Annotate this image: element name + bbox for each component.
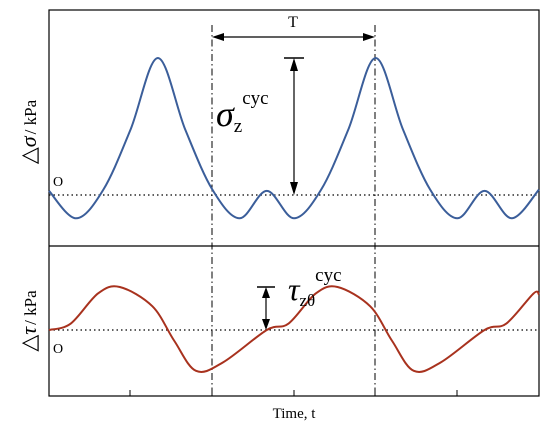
x-axis-label: Time, t [273,406,317,422]
period-label: T [288,14,298,31]
bottom-origin-label: O [53,342,63,357]
top-y-axis-unit: / kPa [21,99,40,134]
sigma-amplitude-head-down [290,182,298,195]
bottom-y-axis-unit: / kPa [21,290,40,325]
tau-amplitude-head-down [262,319,270,330]
tau-amplitude-label: τzθcyc [288,265,342,310]
tau-amplitude-subscript: zθ [299,291,315,310]
sigma-amplitude-subscript: z [234,116,242,137]
bottom-y-axis-symbol: △τ [16,326,41,352]
top-origin-label: O [53,175,63,190]
period-arrow-head-right [363,33,375,41]
tau-amplitude-symbol: τ [288,271,301,307]
sigma-amplitude-head-up [290,58,298,71]
sigma-curve [48,56,540,220]
sigma-amplitude-label: σzcyc [216,88,269,137]
top-y-axis-label: △σ/ kPa [16,99,41,164]
sigma-amplitude-superscript: cyc [242,88,268,109]
top-y-axis-symbol: △σ [16,135,41,164]
tau-amplitude-superscript: cyc [315,265,341,286]
period-arrow-head-left [212,33,224,41]
tau-amplitude-head-up [262,287,270,298]
bottom-y-axis-label: △τ/ kPa [16,290,41,352]
sigma-amplitude-symbol: σ [216,94,235,134]
tau-curve [48,285,540,373]
